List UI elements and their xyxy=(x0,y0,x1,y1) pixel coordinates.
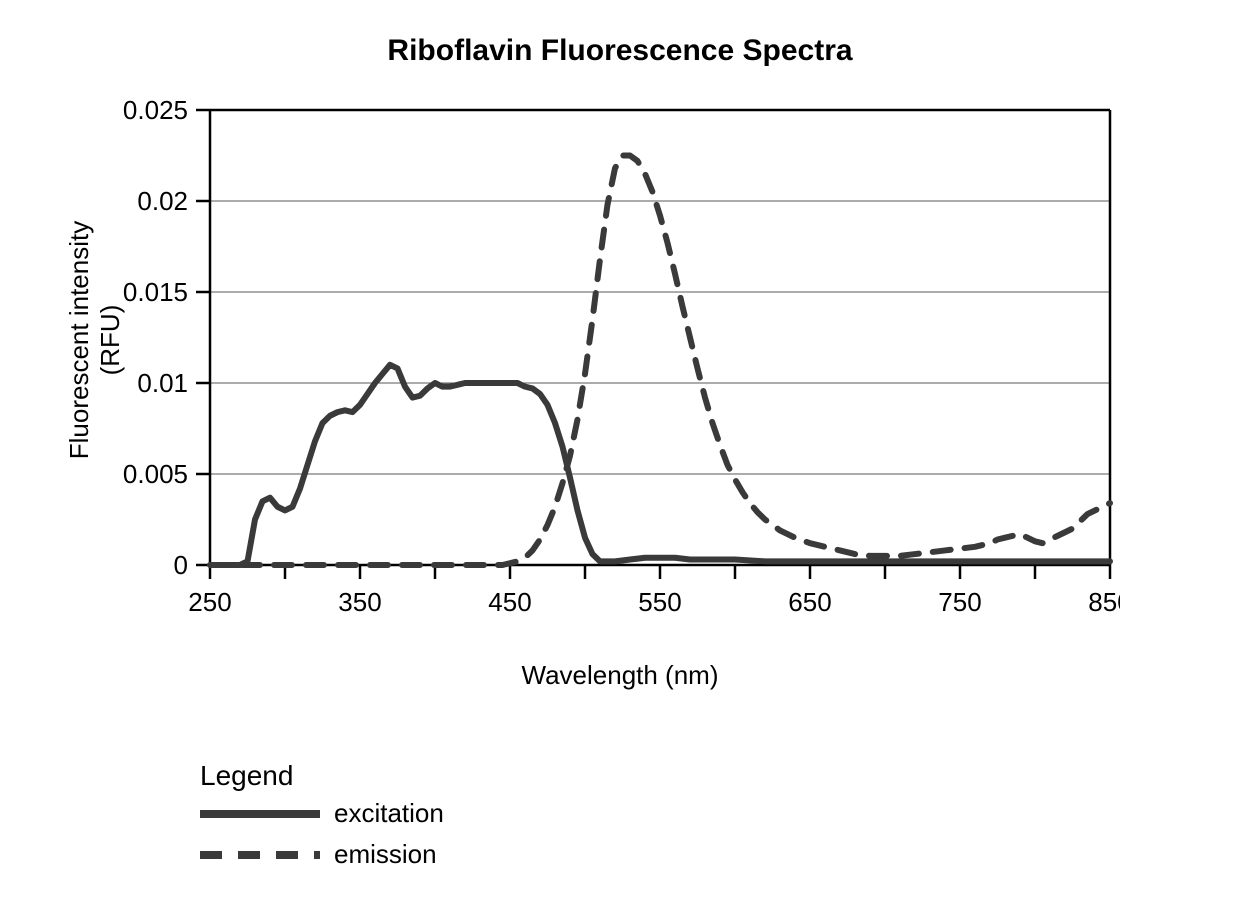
legend-item-excitation: excitation xyxy=(200,798,444,829)
page-root: Riboflavin Fluorescence Spectra Fluoresc… xyxy=(0,0,1240,923)
y-axis-label: Fluorescent intensity(RFU) xyxy=(64,140,126,540)
legend-item-emission: emission xyxy=(200,839,444,870)
legend-swatch-emission xyxy=(200,843,320,867)
svg-text:0.015: 0.015 xyxy=(123,277,188,307)
svg-text:0.025: 0.025 xyxy=(123,100,188,125)
svg-text:350: 350 xyxy=(338,587,381,617)
svg-text:850: 850 xyxy=(1088,587,1120,617)
legend-title: Legend xyxy=(200,760,444,792)
svg-text:0.005: 0.005 xyxy=(123,459,188,489)
svg-text:750: 750 xyxy=(938,587,981,617)
legend-label-emission: emission xyxy=(334,839,437,870)
x-axis-label: Wavelength (nm) xyxy=(0,660,1240,691)
svg-text:650: 650 xyxy=(788,587,831,617)
svg-text:0.02: 0.02 xyxy=(137,186,188,216)
svg-text:250: 250 xyxy=(188,587,231,617)
svg-text:450: 450 xyxy=(488,587,531,617)
legend-label-excitation: excitation xyxy=(334,798,444,829)
svg-text:0.01: 0.01 xyxy=(137,368,188,398)
chart-plot-area: 250 350 450 550 650 750 850 0 0.005 0.01 0.015 0.02… xyxy=(120,100,1120,625)
chart-title: Riboflavin Fluorescence Spectra xyxy=(0,34,1240,68)
svg-text:0: 0 xyxy=(174,550,188,580)
legend-swatch-excitation xyxy=(200,802,320,826)
legend: Legend excitation emission xyxy=(200,760,444,880)
svg-text:550: 550 xyxy=(638,587,681,617)
